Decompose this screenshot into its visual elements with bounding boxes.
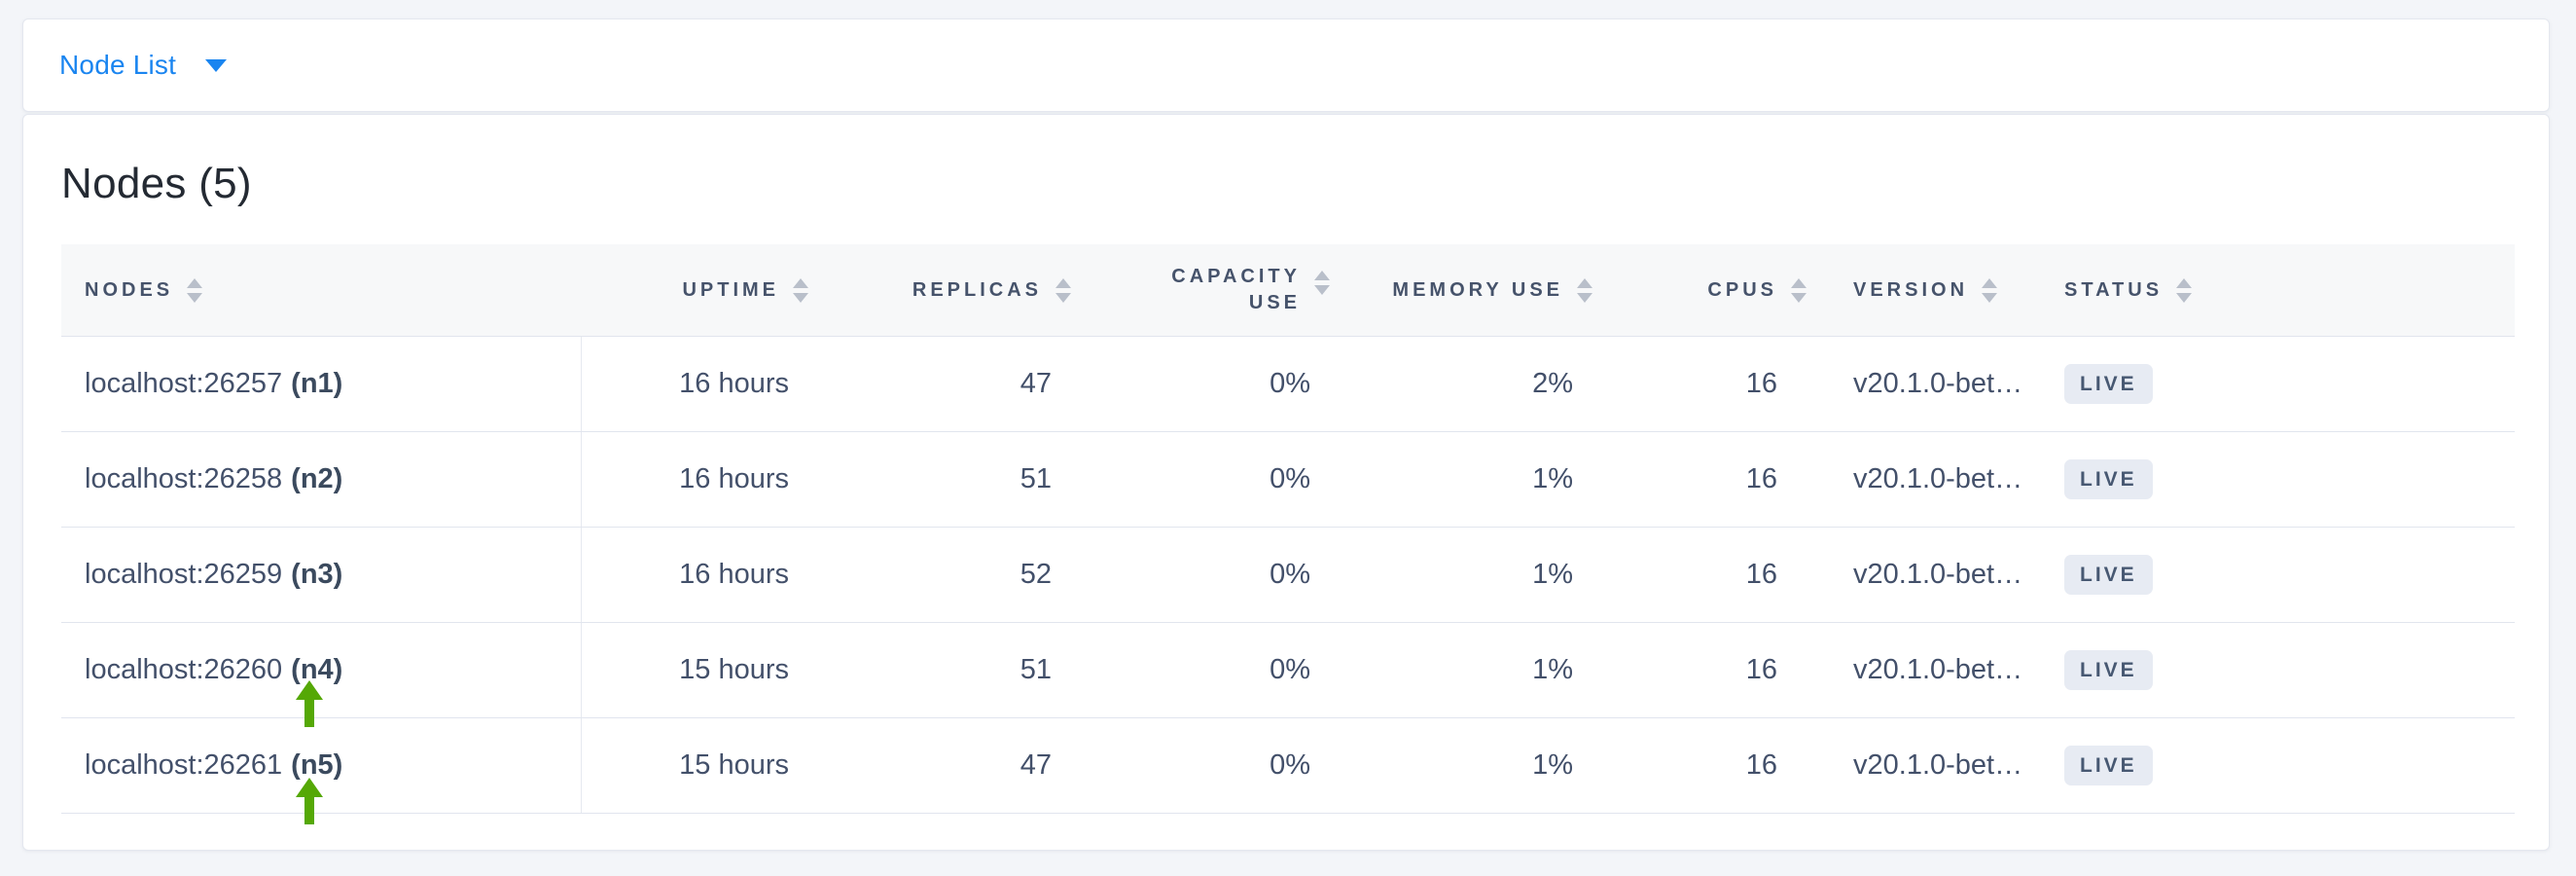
memory-use-cell: 1% [1532,749,1573,781]
node-address-link[interactable]: localhost:26258 [85,463,283,494]
cpus-cell: 16 [1745,654,1777,685]
sort-icon[interactable] [1055,277,1071,303]
node-address-link[interactable]: localhost:26259 [85,559,283,590]
arrow-shape [296,778,323,824]
status-cell: LIVE [2044,528,2515,622]
green-up-arrow-n5 [296,778,323,824]
version-cell: v20.1.0-bet… [1853,749,2023,781]
nodes-table: NODES UPTIME REPLICAS CAPACITY USE MEMOR… [61,244,2515,814]
page-title: Nodes (5) [61,160,252,207]
node-address-cell: localhost:26257 (n1) [61,337,582,431]
capacity-use-cell: 0% [1270,749,1310,781]
column-header-version[interactable]: VERSION [1830,244,2044,336]
node-address-link[interactable]: localhost:26260 [85,654,283,685]
table-row: localhost:26260 (n4) 15 hours 51 0% 1% 1… [61,623,2515,718]
sort-icon[interactable] [187,277,203,303]
column-header-status[interactable]: STATUS [2044,244,2515,336]
status-cell: LIVE [2044,337,2515,431]
sort-icon[interactable] [793,277,808,303]
uptime-cell: 15 hours [679,749,789,781]
replicas-cell: 52 [1020,559,1052,590]
column-label: NODES [85,278,174,301]
column-header-nodes[interactable]: NODES [61,244,582,336]
status-cell: LIVE [2044,718,2515,813]
node-list-dropdown-label: Node List [59,50,177,80]
status-badge: LIVE [2064,745,2153,786]
memory-use-cell: 1% [1532,654,1573,685]
capacity-use-cell: 0% [1270,654,1310,685]
sort-icon[interactable] [1314,271,1330,295]
replicas-cell: 51 [1020,654,1052,685]
node-id: (n3) [291,559,343,590]
version-cell: v20.1.0-bet… [1853,654,2023,685]
column-label: REPLICAS [912,278,1042,301]
column-header-cpus[interactable]: CPUS [1592,244,1830,336]
capacity-use-cell: 0% [1270,559,1310,590]
memory-use-cell: 2% [1532,368,1573,399]
node-address-cell: localhost:26259 (n3) [61,528,582,622]
status-badge: LIVE [2064,649,2153,691]
column-label: CPUS [1707,278,1777,301]
column-header-capacity-use[interactable]: CAPACITY USE [1071,244,1330,336]
uptime-cell: 15 hours [679,654,789,685]
replicas-cell: 51 [1020,463,1052,494]
column-label: MEMORY USE [1392,278,1563,301]
column-label: VERSION [1853,278,1969,301]
green-up-arrow-n4 [296,680,323,727]
sort-icon[interactable] [1982,277,1998,303]
status-badge: LIVE [2064,363,2153,405]
table-row: localhost:26258 (n2) 16 hours 51 0% 1% 1… [61,432,2515,528]
sort-icon[interactable] [2176,277,2193,303]
status-badge: LIVE [2064,458,2153,500]
memory-use-cell: 1% [1532,559,1573,590]
node-address-cell: localhost:26260 (n4) [61,623,582,717]
uptime-cell: 16 hours [679,559,789,590]
sort-icon[interactable] [1577,277,1592,303]
table-row: localhost:26259 (n3) 16 hours 52 0% 1% 1… [61,528,2515,623]
uptime-cell: 16 hours [679,463,789,494]
status-badge: LIVE [2064,554,2153,596]
chevron-down-icon [205,58,228,72]
table-row: localhost:26261 (n5) 15 hours 47 0% 1% 1… [61,718,2515,814]
cpus-cell: 16 [1745,749,1777,781]
memory-use-cell: 1% [1532,463,1573,494]
view-selector-bar: Node List [22,18,2550,112]
column-header-uptime[interactable]: UPTIME [582,244,808,336]
capacity-use-cell: 0% [1270,368,1310,399]
column-label: UPTIME [682,278,779,301]
column-label: STATUS [2064,278,2164,301]
node-address-link[interactable]: localhost:26257 [85,368,283,399]
column-header-memory-use[interactable]: MEMORY USE [1330,244,1592,336]
node-list-dropdown[interactable]: Node List [59,50,228,81]
cpus-cell: 16 [1745,559,1777,590]
replicas-cell: 47 [1020,749,1052,781]
cpus-cell: 16 [1745,463,1777,494]
status-cell: LIVE [2044,623,2515,717]
replicas-cell: 47 [1020,368,1052,399]
node-id: (n5) [291,749,343,781]
sort-icon[interactable] [1791,277,1807,303]
node-id: (n1) [291,368,343,399]
uptime-cell: 16 hours [679,368,789,399]
node-id: (n2) [291,463,343,494]
nodes-card: Nodes (5) NODES UPTIME REPLICAS CAPACITY… [22,114,2550,851]
node-address-cell: localhost:26261 (n5) [61,718,582,813]
node-id: (n4) [291,654,343,685]
arrow-shape [296,680,323,727]
version-cell: v20.1.0-bet… [1853,463,2023,494]
capacity-use-cell: 0% [1270,463,1310,494]
node-address-cell: localhost:26258 (n2) [61,432,582,527]
status-cell: LIVE [2044,432,2515,527]
version-cell: v20.1.0-bet… [1853,368,2023,399]
table-header-row: NODES UPTIME REPLICAS CAPACITY USE MEMOR… [61,244,2515,337]
version-cell: v20.1.0-bet… [1853,559,2023,590]
column-label: CAPACITY USE [1171,266,1301,313]
column-header-replicas[interactable]: REPLICAS [808,244,1071,336]
table-row: localhost:26257 (n1) 16 hours 47 0% 2% 1… [61,337,2515,432]
cpus-cell: 16 [1745,368,1777,399]
node-address-link[interactable]: localhost:26261 [85,749,283,781]
